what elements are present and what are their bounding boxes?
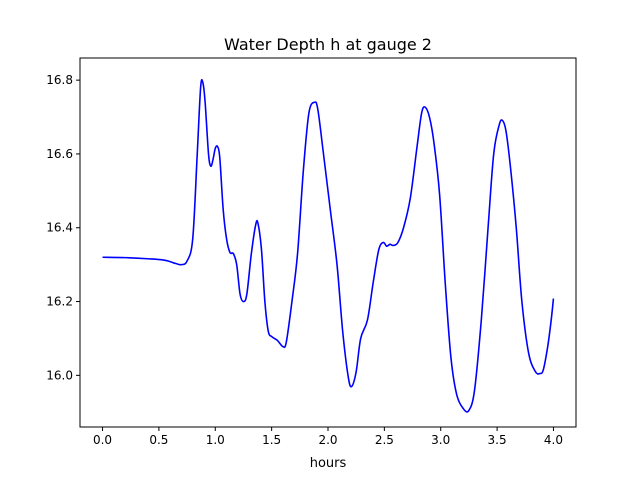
x-tick-label: 3.0 [431, 433, 450, 447]
x-axis-label: hours [310, 456, 347, 471]
y-tick-label: 16.4 [46, 221, 73, 235]
x-tick-label: 2.5 [375, 433, 394, 447]
chart-title: Water Depth h at gauge 2 [224, 35, 432, 54]
x-tick-label: 0.5 [149, 433, 168, 447]
x-tick-label: 2.0 [318, 433, 337, 447]
x-tick-label: 4.0 [544, 433, 563, 447]
x-tick-label: 1.0 [206, 433, 225, 447]
x-tick-label: 0.0 [93, 433, 112, 447]
x-tick-label: 1.5 [262, 433, 281, 447]
y-tick-label: 16.6 [46, 147, 73, 161]
y-tick-label: 16.2 [46, 295, 73, 309]
axis-ticks: 0.0 0.5 1.0 1.5 2.0 2.5 3.0 3.5 4.0 16.0 16.2 16.4 1… [46, 73, 563, 447]
y-tick-label: 16.8 [46, 73, 73, 87]
plot-series [102, 78, 555, 413]
plot-area-frame [79, 57, 577, 428]
series-line [102, 78, 555, 413]
y-tick-label: 16.0 [46, 368, 73, 382]
x-tick-label: 3.5 [488, 433, 507, 447]
